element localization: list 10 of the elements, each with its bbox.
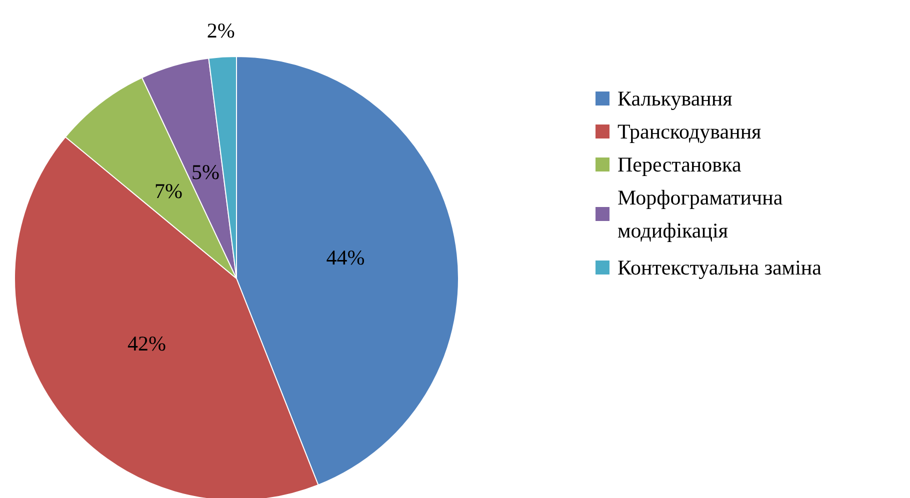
legend-label: Контекстуальна заміна xyxy=(618,256,822,280)
legend-label: Транскодування xyxy=(618,120,762,144)
legend-label: Перестановка xyxy=(618,152,742,176)
data-label: 42% xyxy=(127,332,166,356)
legend-label: Калькування xyxy=(618,86,733,110)
data-label: 2% xyxy=(206,18,235,42)
legend-label: Морфограматична модифікація xyxy=(618,186,784,242)
data-label: 5% xyxy=(192,160,220,184)
data-label: 44% xyxy=(326,246,365,270)
data-label: 7% xyxy=(154,178,182,203)
